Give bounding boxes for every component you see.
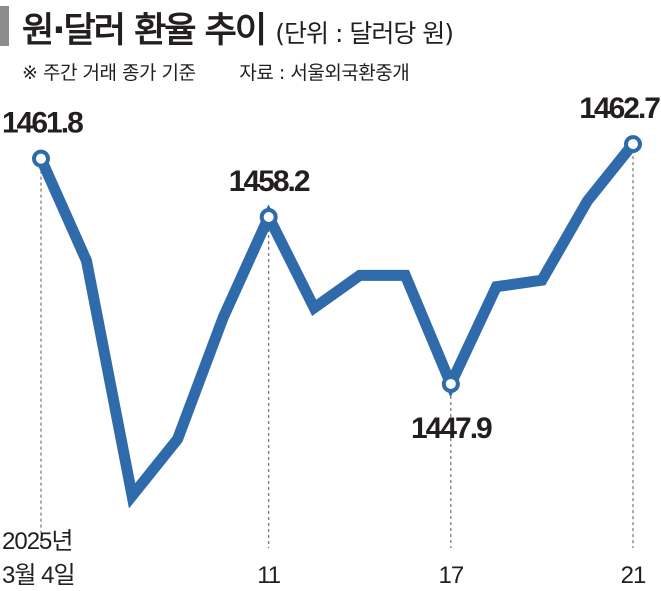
data-label: 1461.8 [2, 107, 83, 140]
basis-note: ※ 주간 거래 종가 기준 [22, 62, 196, 84]
chart-title-text: 원·달러 환율 추이 [22, 11, 267, 51]
x-tick-label: 3월 4일 [2, 562, 75, 589]
data-label: 1447.9 [411, 412, 492, 445]
exchange-rate-line [35, 140, 638, 509]
point-marker [259, 208, 278, 227]
point-marker [32, 149, 50, 168]
point-marker [624, 135, 642, 154]
data-labels: 1461.8 1458.2 1447.9 1462.7 [2, 92, 661, 445]
source-note: 자료 : 서울외국환중개 [239, 62, 410, 84]
x-tick-label: 21 [621, 562, 646, 589]
guide-lines [40, 144, 634, 548]
point-markers [32, 135, 642, 393]
x-tick-label: 17 [438, 562, 463, 589]
x-tick-label: 11 [257, 562, 281, 589]
unit-label: (단위 : 달러당 원) [275, 19, 454, 48]
data-label: 1462.7 [579, 92, 660, 125]
chart-title: 원·달러 환율 추이 (단위 : 달러당 원) [22, 2, 454, 53]
chart-note: ※ 주간 거래 종가 기준 자료 : 서울외국환중개 [22, 58, 410, 85]
x-tick-label: 2025년 [2, 528, 72, 555]
point-marker [441, 374, 460, 393]
title-accent-bar [0, 6, 9, 46]
data-label: 1458.2 [229, 165, 310, 198]
x-tick-labels: 2025년 3월 4일 11 17 21 [2, 528, 647, 589]
